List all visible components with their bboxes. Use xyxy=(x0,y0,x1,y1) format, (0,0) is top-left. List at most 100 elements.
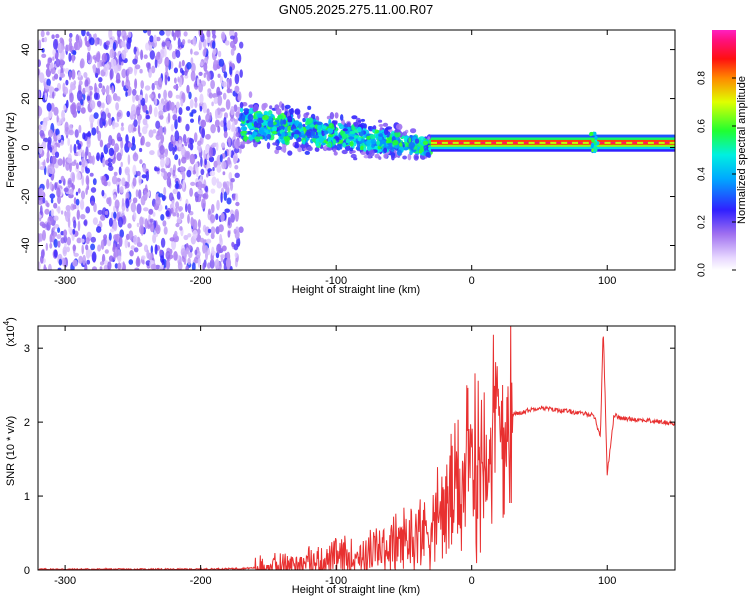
noise-cell xyxy=(116,132,122,142)
noise-cell xyxy=(133,234,138,245)
noise-cell xyxy=(158,110,164,116)
noise-cell xyxy=(57,69,62,75)
noise-cell xyxy=(136,106,141,117)
signal-cell xyxy=(252,139,256,143)
noise-cell xyxy=(105,40,111,46)
signal-cell xyxy=(328,123,334,129)
noise-cell xyxy=(143,207,149,212)
noise-cell xyxy=(151,65,156,74)
signal-cell xyxy=(282,119,287,125)
noise-cell xyxy=(200,156,203,167)
noise-cell xyxy=(197,145,202,153)
noise-cell xyxy=(71,69,76,80)
signal-cell xyxy=(307,105,312,110)
noise-cell xyxy=(92,63,97,74)
signal-cell xyxy=(383,128,389,136)
signal-cell xyxy=(280,146,286,152)
signal-cell xyxy=(262,114,269,121)
noise-cell xyxy=(166,101,170,112)
noise-cell xyxy=(172,212,177,217)
noise-cell xyxy=(113,205,116,213)
signal-cell xyxy=(313,134,320,139)
noise-cell xyxy=(182,134,187,144)
noise-cell xyxy=(237,91,242,102)
noise-cell xyxy=(113,211,117,219)
noise-cell xyxy=(182,179,185,190)
noise-cell xyxy=(189,99,194,109)
noise-cell xyxy=(44,208,50,215)
signal-cell xyxy=(248,91,253,98)
noise-cell xyxy=(230,213,236,223)
signal-cell xyxy=(349,130,356,135)
noise-cell xyxy=(57,42,64,54)
noise-cell xyxy=(197,181,203,190)
noise-cell xyxy=(139,147,143,153)
noise-cell xyxy=(203,192,209,200)
noise-cell xyxy=(201,128,205,139)
noise-cell xyxy=(108,217,113,227)
colorbar-tick-label: 0.6 xyxy=(697,119,708,133)
noise-cell xyxy=(234,31,238,38)
noise-cell xyxy=(214,259,220,270)
noise-cell xyxy=(206,71,211,82)
noise-cell xyxy=(58,179,62,184)
noise-cell xyxy=(85,166,88,172)
noise-cell xyxy=(145,42,150,51)
noise-cell xyxy=(218,58,225,67)
noise-cell xyxy=(135,94,140,102)
noise-cell xyxy=(96,125,99,135)
noise-cell xyxy=(206,173,209,178)
noise-cell xyxy=(54,151,60,158)
noise-cell xyxy=(47,263,52,270)
noise-cell xyxy=(50,102,55,112)
signal-cell xyxy=(270,113,274,118)
noise-cell xyxy=(165,205,168,210)
noise-cell xyxy=(204,226,210,236)
signal-cell xyxy=(326,147,333,151)
noise-cell xyxy=(234,73,240,85)
noise-cell xyxy=(159,249,163,255)
signal-cell xyxy=(328,134,334,138)
signal-cell xyxy=(333,151,338,156)
signal-cell xyxy=(410,128,417,134)
noise-cell xyxy=(226,120,231,130)
carrier-dash xyxy=(572,141,578,144)
signal-cell xyxy=(302,123,306,128)
signal-cell xyxy=(378,156,382,160)
noise-cell xyxy=(121,122,124,127)
noise-cell xyxy=(157,77,163,88)
carrier-band xyxy=(431,134,675,138)
noise-cell xyxy=(97,130,102,142)
noise-cell xyxy=(130,110,134,116)
signal-cell xyxy=(256,113,264,118)
noise-cell xyxy=(148,68,152,78)
noise-cell xyxy=(235,193,239,202)
noise-cell xyxy=(66,157,73,164)
y-tick-label: 2 xyxy=(24,417,30,429)
noise-cell xyxy=(223,71,228,79)
noise-cell xyxy=(127,241,131,248)
colorbar-gradient xyxy=(712,30,736,270)
noise-cell xyxy=(203,149,206,160)
noise-cell xyxy=(75,191,79,196)
noise-cell xyxy=(128,259,134,265)
noise-cell xyxy=(78,124,82,134)
noise-cell xyxy=(47,215,53,226)
noise-cell xyxy=(89,37,95,46)
signal-cell xyxy=(274,149,280,155)
carrier-dash xyxy=(604,141,611,144)
signal-cell xyxy=(259,136,263,140)
signal-cell xyxy=(240,107,244,113)
snr-y-multiplier: (x104) xyxy=(2,317,17,347)
noise-cell xyxy=(184,250,187,259)
noise-cell xyxy=(145,170,149,182)
colorbar-ticks: 0.0 0.2 0.4 0.6 0.8 xyxy=(697,71,736,277)
noise-cell xyxy=(209,170,216,177)
noise-cell xyxy=(57,227,61,233)
noise-cell xyxy=(43,266,48,270)
noise-cell xyxy=(139,216,144,227)
signal-cell xyxy=(332,148,337,153)
noise-cell xyxy=(223,191,227,201)
noise-cell xyxy=(233,131,236,140)
